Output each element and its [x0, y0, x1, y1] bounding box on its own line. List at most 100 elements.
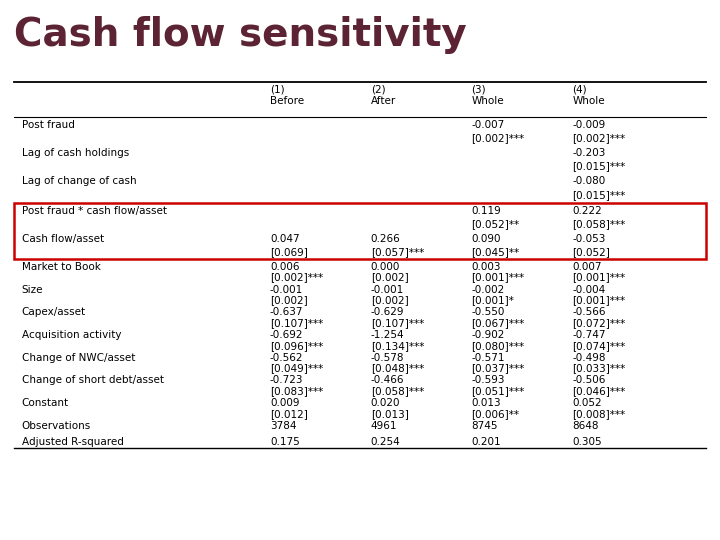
Text: -0.566: -0.566 [572, 307, 606, 318]
Text: Capex/asset: Capex/asset [22, 307, 86, 318]
Text: 0.119: 0.119 [472, 206, 501, 216]
Text: [0.069]: [0.069] [270, 247, 308, 257]
Text: [0.083]***: [0.083]*** [270, 386, 323, 396]
Text: -0.902: -0.902 [472, 330, 505, 340]
Text: 0.305: 0.305 [572, 437, 602, 447]
Text: [0.015]***: [0.015]*** [572, 190, 626, 200]
Text: Observations: Observations [22, 421, 91, 431]
Text: 0.222: 0.222 [572, 206, 602, 216]
Text: [0.045]**: [0.045]** [472, 247, 520, 257]
Text: -0.498: -0.498 [572, 353, 606, 363]
Text: (4): (4) [572, 85, 587, 95]
Text: 0.000: 0.000 [371, 262, 400, 272]
Text: [0.107]***: [0.107]*** [371, 318, 424, 328]
Text: [0.067]***: [0.067]*** [472, 318, 525, 328]
Text: 0.052: 0.052 [572, 398, 602, 408]
Text: Size: Size [22, 285, 43, 295]
Text: [0.134]***: [0.134]*** [371, 341, 424, 350]
Text: [0.012]: [0.012] [270, 409, 308, 419]
Text: [0.052]: [0.052] [572, 247, 611, 257]
Text: (2): (2) [371, 85, 385, 95]
Text: [0.002]: [0.002] [371, 295, 408, 305]
Text: -0.723: -0.723 [270, 375, 304, 386]
Text: Constant: Constant [22, 398, 68, 408]
Text: 0.006: 0.006 [270, 262, 300, 272]
Text: 0.201: 0.201 [472, 437, 501, 447]
Text: -0.578: -0.578 [371, 353, 405, 363]
Text: 0.254: 0.254 [371, 437, 400, 447]
Text: 4961: 4961 [371, 421, 397, 431]
Text: (3): (3) [472, 85, 486, 95]
Text: [0.001]*: [0.001]* [472, 295, 515, 305]
Text: -0.001: -0.001 [270, 285, 303, 295]
Text: [0.002]***: [0.002]*** [572, 133, 626, 143]
Text: Cash flow/asset: Cash flow/asset [22, 234, 104, 244]
Text: -0.004: -0.004 [572, 285, 606, 295]
Text: [0.013]: [0.013] [371, 409, 409, 419]
Text: [0.107]***: [0.107]*** [270, 318, 323, 328]
Text: 0.009: 0.009 [270, 398, 300, 408]
Text: -0.629: -0.629 [371, 307, 405, 318]
Text: -0.562: -0.562 [270, 353, 304, 363]
Text: Whole: Whole [572, 96, 605, 106]
Text: -0.053: -0.053 [572, 234, 606, 244]
Text: [0.096]***: [0.096]*** [270, 341, 323, 350]
Text: [0.080]***: [0.080]*** [472, 341, 525, 350]
Text: [0.052]**: [0.052]** [472, 219, 520, 229]
Text: [0.037]***: [0.037]*** [472, 363, 525, 373]
Text: -0.506: -0.506 [572, 375, 606, 386]
Text: [0.033]***: [0.033]*** [572, 363, 626, 373]
Text: -1.254: -1.254 [371, 330, 405, 340]
Text: [0.006]**: [0.006]** [472, 409, 520, 419]
Text: [0.048]***: [0.048]*** [371, 363, 424, 373]
Text: [0.046]***: [0.046]*** [572, 386, 626, 396]
Text: -0.007: -0.007 [472, 120, 505, 130]
Text: [0.015]***: [0.015]*** [572, 161, 626, 171]
Text: -0.571: -0.571 [472, 353, 505, 363]
Text: [0.001]***: [0.001]*** [472, 273, 525, 282]
Text: [0.051]***: [0.051]*** [472, 386, 525, 396]
Text: -0.002: -0.002 [472, 285, 505, 295]
Text: 0.007: 0.007 [572, 262, 602, 272]
Text: 0.047: 0.047 [270, 234, 300, 244]
Text: 0.013: 0.013 [472, 398, 501, 408]
Text: After: After [371, 96, 396, 106]
Text: [0.074]***: [0.074]*** [572, 341, 626, 350]
Text: [0.058]***: [0.058]*** [371, 386, 424, 396]
Text: -0.080: -0.080 [572, 176, 606, 186]
Text: 8648: 8648 [572, 421, 599, 431]
Text: Market to Book: Market to Book [22, 262, 101, 272]
Text: -0.203: -0.203 [572, 148, 606, 158]
Text: [0.002]***: [0.002]*** [270, 273, 323, 282]
Text: (1): (1) [270, 85, 284, 95]
Text: 0.175: 0.175 [270, 437, 300, 447]
Text: 8745: 8745 [472, 421, 498, 431]
Text: [0.002]: [0.002] [371, 273, 408, 282]
Text: Post fraud * cash flow/asset: Post fraud * cash flow/asset [22, 206, 166, 216]
Text: [0.001]***: [0.001]*** [572, 273, 626, 282]
Text: Adjusted R-squared: Adjusted R-squared [22, 437, 123, 447]
Text: Acquisition activity: Acquisition activity [22, 330, 121, 340]
Text: [0.002]***: [0.002]*** [472, 133, 525, 143]
Text: Lag of change of cash: Lag of change of cash [22, 176, 136, 186]
Text: [0.058]***: [0.058]*** [572, 219, 626, 229]
Text: Before: Before [270, 96, 304, 106]
Text: [0.057]***: [0.057]*** [371, 247, 424, 257]
Text: -0.550: -0.550 [472, 307, 505, 318]
Text: -0.593: -0.593 [472, 375, 505, 386]
Text: Post fraud: Post fraud [22, 120, 74, 130]
Text: [0.072]***: [0.072]*** [572, 318, 626, 328]
Text: 0.003: 0.003 [472, 262, 501, 272]
Text: -0.009: -0.009 [572, 120, 606, 130]
Text: -0.466: -0.466 [371, 375, 405, 386]
Text: [0.008]***: [0.008]*** [572, 409, 626, 419]
Text: Cash flow sensitivity: Cash flow sensitivity [14, 16, 467, 54]
Text: [0.001]***: [0.001]*** [572, 295, 626, 305]
Text: Change of NWC/asset: Change of NWC/asset [22, 353, 135, 363]
Text: [0.049]***: [0.049]*** [270, 363, 323, 373]
Text: Lag of cash holdings: Lag of cash holdings [22, 148, 129, 158]
Text: 0.020: 0.020 [371, 398, 400, 408]
Text: Change of short debt/asset: Change of short debt/asset [22, 375, 163, 386]
Text: -0.637: -0.637 [270, 307, 304, 318]
Text: -0.692: -0.692 [270, 330, 304, 340]
